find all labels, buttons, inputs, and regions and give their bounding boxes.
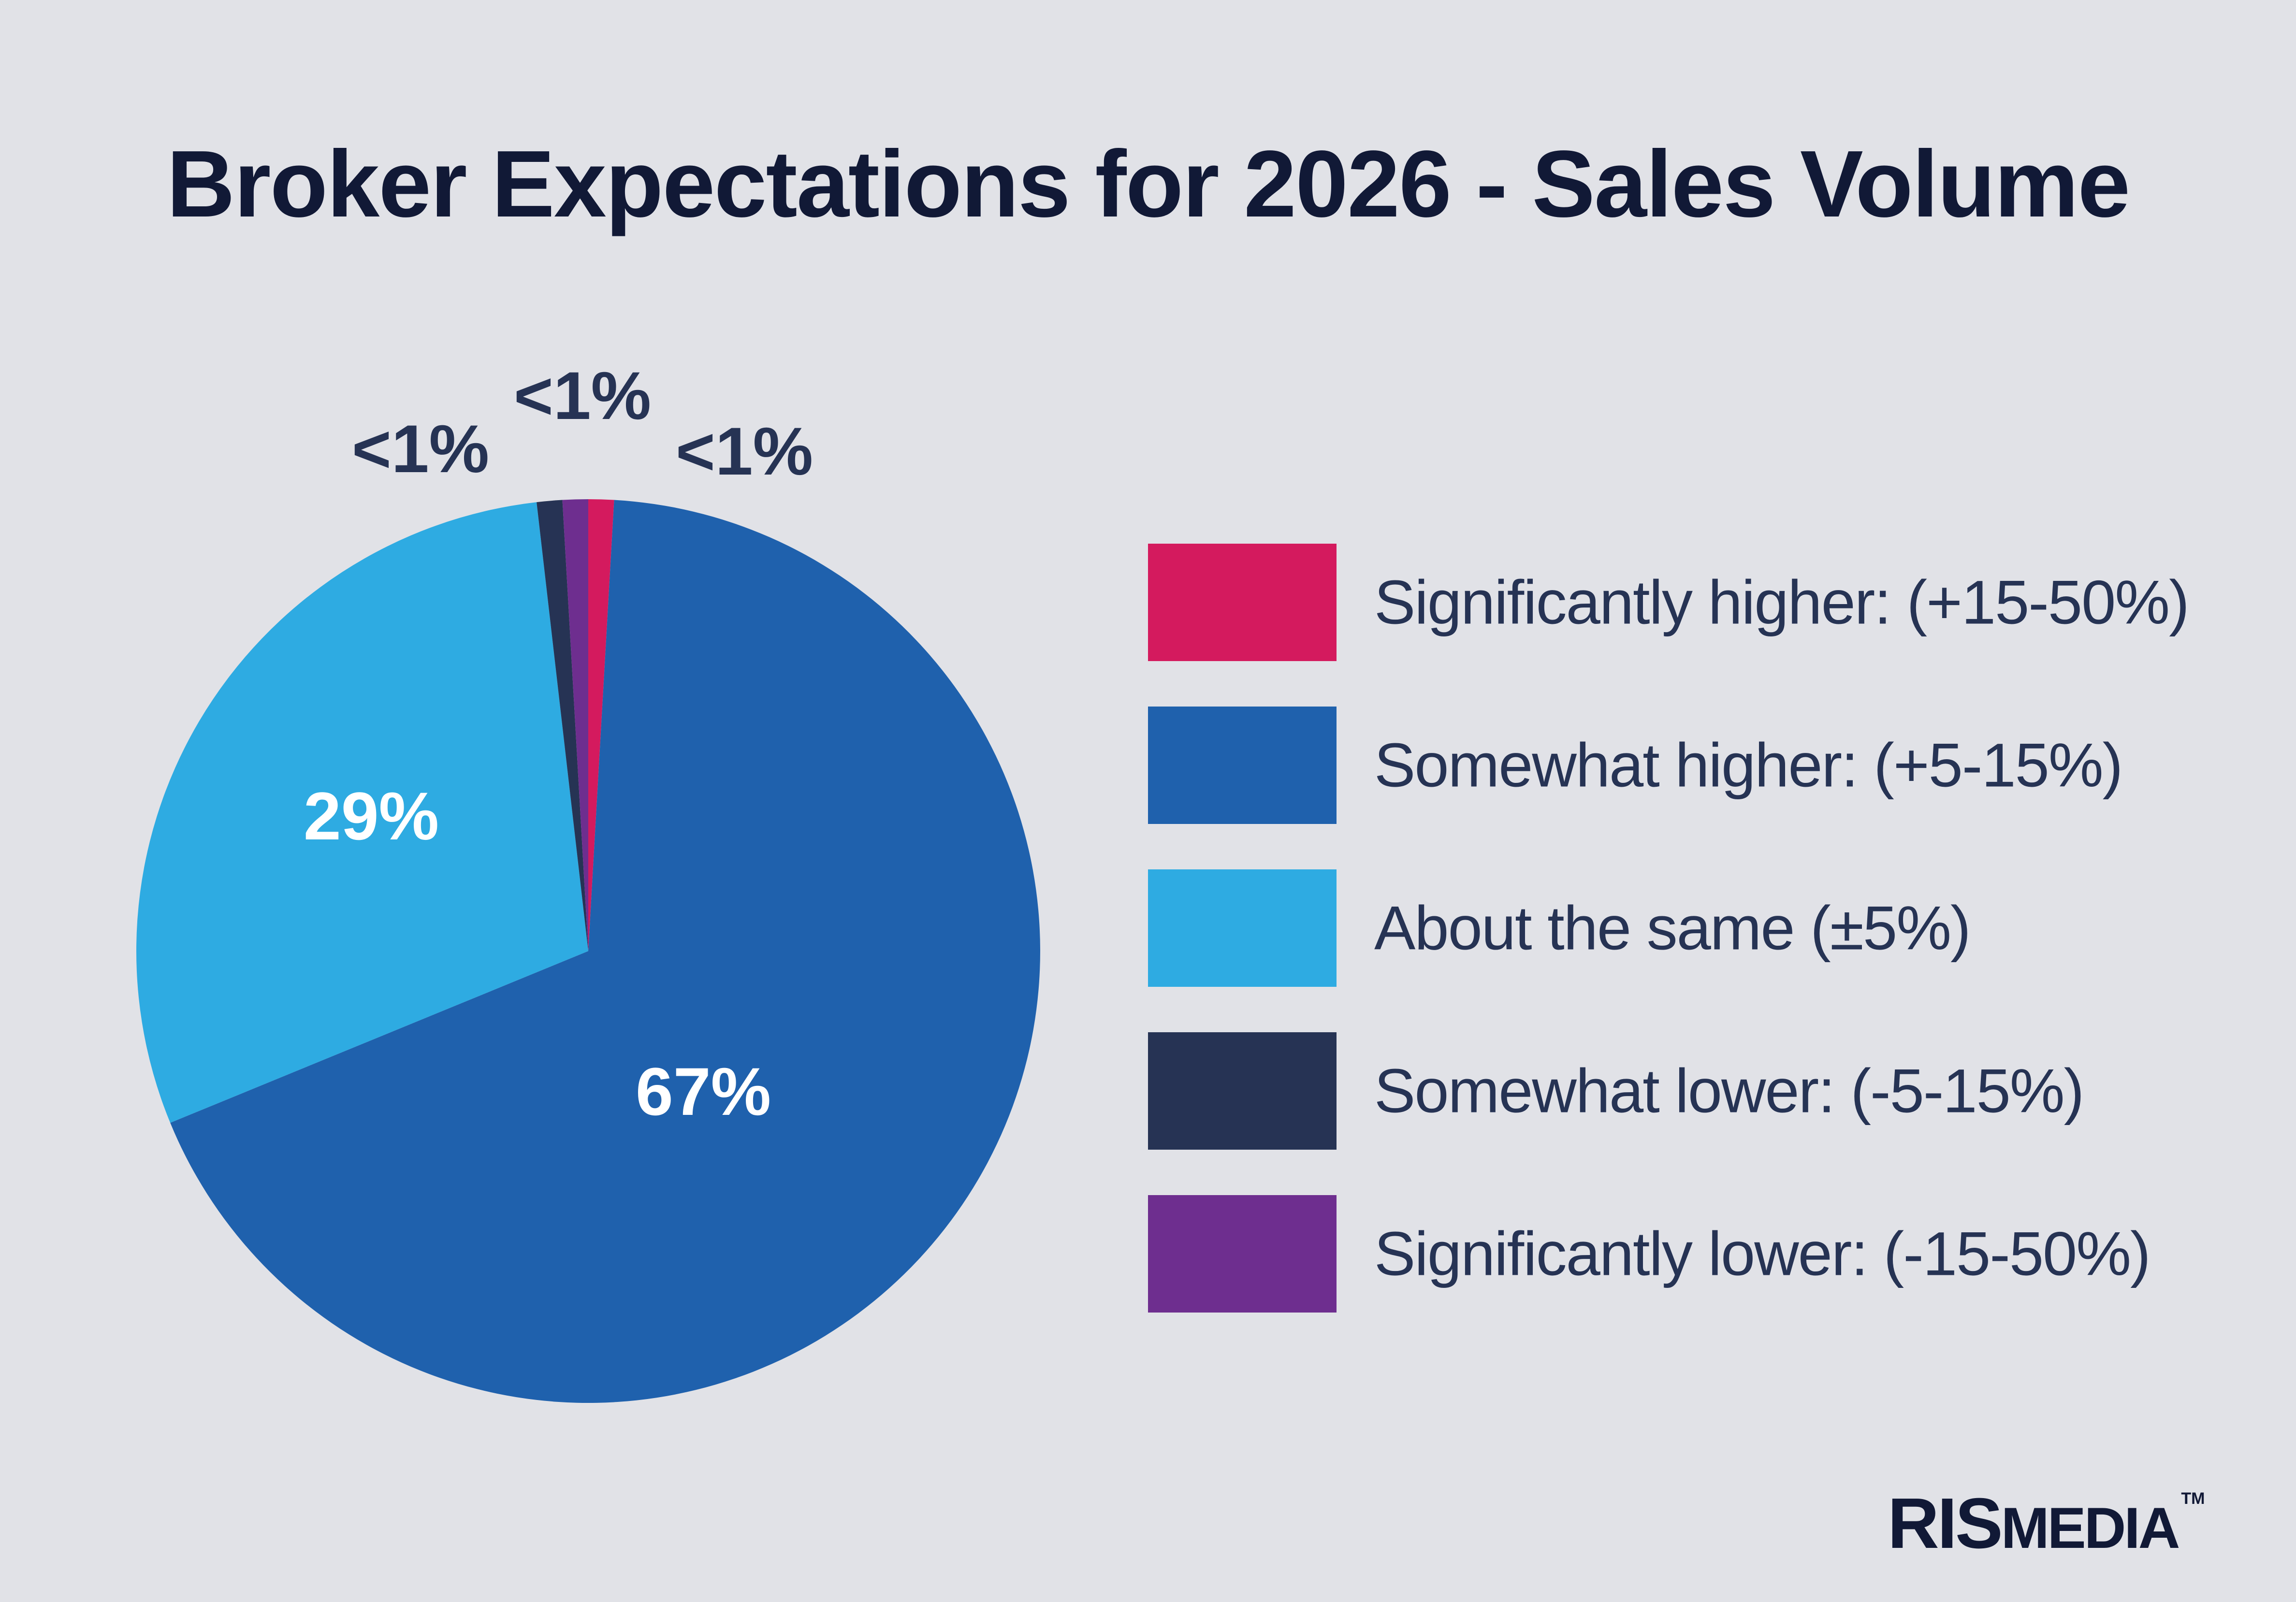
pie-slice (588, 499, 614, 951)
pie-slice (136, 502, 588, 1123)
rismedia-logo: RISMEDIA TM (1888, 1483, 2205, 1565)
trademark-symbol: TM (2181, 1489, 2205, 1508)
legend-swatch (1148, 1032, 1337, 1150)
legend-label: Somewhat lower: (-5-15%) (1374, 1056, 2084, 1126)
slice-label: 67% (636, 1054, 771, 1129)
slice-label: <1% (676, 413, 813, 489)
legend-label: Somewhat higher: (+5-15%) (1374, 731, 2123, 800)
slice-label: <1% (514, 358, 651, 433)
chart-title: Broker Expectations for 2026 - Sales Vol… (166, 131, 2131, 237)
slice-label: 29% (304, 778, 439, 854)
pie-slice (537, 500, 588, 951)
legend-swatch (1148, 707, 1337, 824)
pie-slice (170, 500, 1040, 1403)
legend-swatch (1148, 544, 1337, 661)
pie-slice (562, 499, 588, 951)
legend-swatch (1148, 869, 1337, 987)
legend-label: About the same (±5%) (1374, 894, 1971, 963)
legend-label: Significantly lower: (-15-50%) (1374, 1219, 2151, 1288)
legend-label: Significantly higher: (+15-50%) (1374, 568, 2190, 637)
logo-text-ris: RIS (1888, 1484, 2003, 1563)
logo-text-media: MEDIA (2001, 1496, 2180, 1560)
slice-label: <1% (352, 411, 489, 487)
legend-swatch (1148, 1195, 1337, 1313)
